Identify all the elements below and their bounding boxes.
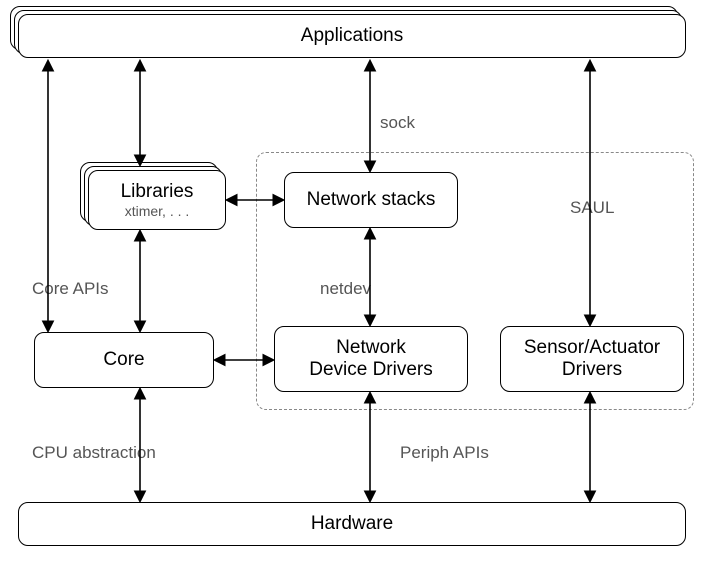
applications-label: Applications [301,25,403,47]
cpu-abstraction-label: CPU abstraction [32,443,156,463]
netdev-label: netdev [320,279,371,299]
network-stacks-box: Network stacks [284,172,458,228]
network-stacks-label: Network stacks [307,189,436,211]
hardware-label: Hardware [311,513,393,535]
libraries-sublabel: xtimer, . . . [125,203,190,219]
saul-label: SAUL [570,198,614,218]
applications-box: Applications [18,14,686,58]
network-device-drivers-box: Network Device Drivers [274,326,468,392]
sensor-actuator-drivers-box: Sensor/Actuator Drivers [500,326,684,392]
hardware-box: Hardware [18,502,686,546]
libraries-box: Libraries xtimer, . . . [88,170,226,230]
core-apis-label: Core APIs [32,279,109,299]
sock-label: sock [380,113,415,133]
sensor-actuator-drivers-label: Sensor/Actuator Drivers [524,337,660,381]
core-box: Core [34,332,214,388]
core-label: Core [103,349,144,371]
network-device-drivers-label: Network Device Drivers [309,337,433,381]
libraries-label: Libraries [121,181,194,203]
periph-apis-label: Periph APIs [400,443,489,463]
